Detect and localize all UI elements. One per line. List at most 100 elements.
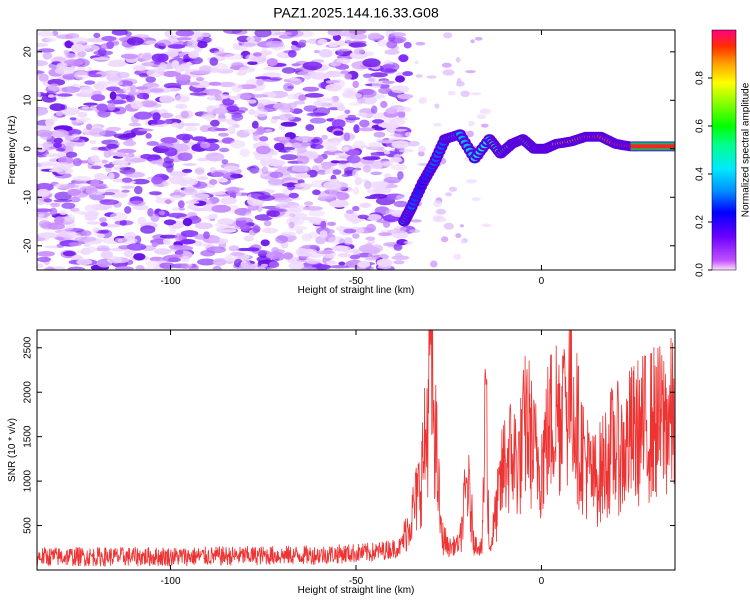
speckle-blob (136, 92, 150, 100)
speckle-blob (114, 266, 134, 270)
speckle-blob (396, 106, 412, 113)
speckle-blob (267, 158, 279, 165)
speckle-blob (197, 32, 212, 38)
speckle-blob (181, 168, 193, 173)
x-tick-label: -100 (161, 576, 181, 587)
y-tick-label: 0 (23, 146, 34, 152)
speckle-blob (321, 134, 328, 140)
speckle-blob (325, 83, 343, 92)
speckle-blob (158, 210, 166, 216)
speckle-blob (40, 162, 58, 166)
speckle-blob (93, 204, 113, 210)
speckle-blob (265, 40, 285, 48)
speckle-blob (280, 154, 299, 161)
speckle-blob (106, 41, 115, 49)
speckle-blob (305, 124, 315, 131)
speckle-blob (403, 241, 413, 244)
snr-x-axis-label: Height of straight line (km) (298, 585, 415, 596)
speckle-blob (317, 38, 328, 45)
speckle-blob (59, 210, 68, 216)
speckle-blob (391, 255, 410, 260)
speckle-blob (302, 248, 317, 253)
speckle-blob (402, 71, 414, 77)
speckle-blob (230, 140, 246, 149)
snr-series-line (37, 330, 675, 567)
speckle-blob (377, 140, 396, 144)
speckle-blob (243, 235, 254, 242)
speckle-blob (62, 250, 76, 257)
colorbar-tick-label: 0.6 (695, 119, 706, 133)
speckle-blob (37, 251, 55, 257)
speckle-blob (268, 261, 280, 268)
speckle-blob (357, 112, 368, 117)
speckle-blob (415, 41, 426, 46)
speckle-blob (310, 143, 317, 149)
speckle-blob (90, 179, 100, 187)
speckle-blob (358, 127, 376, 132)
speckle-blob (221, 95, 229, 100)
speckle-blob (186, 40, 198, 48)
speckle-blob (120, 53, 139, 59)
speckle-blob (325, 260, 337, 265)
speckle-blob (116, 154, 133, 158)
speckle-blob (377, 160, 396, 164)
snr-y-axis-label: SNR (10 * v/v) (7, 418, 18, 482)
speckle-blob (353, 48, 365, 55)
speckle-blob (86, 123, 93, 130)
speckle-blob (176, 133, 194, 141)
speckle-blob (151, 176, 163, 185)
speckle-blob (346, 155, 361, 164)
speckle-blob (73, 210, 89, 215)
speckle-blob (266, 58, 278, 67)
speckle-blob (37, 143, 44, 147)
speckle-blob (418, 145, 426, 153)
speckle-blob (385, 107, 398, 114)
x-tick-label: -50 (349, 276, 364, 287)
speckle-blob (254, 30, 272, 38)
speckle-blob (316, 169, 328, 175)
speckle-blob (213, 50, 226, 57)
speckle-blob (192, 70, 211, 74)
speckle-blob (180, 111, 189, 119)
speckle-blob (371, 105, 378, 114)
speckle-blob (329, 265, 349, 269)
speckle-blob (353, 124, 360, 134)
speckle-blob (468, 120, 475, 127)
speckle-blob (182, 218, 193, 227)
speckle-blob (164, 147, 178, 157)
speckle-blob (443, 222, 454, 230)
speckle-blob (112, 159, 127, 166)
speckle-blob (83, 102, 98, 106)
speckle-blob (55, 148, 66, 152)
speckle-blob (194, 222, 213, 230)
speckle-blob (407, 140, 420, 147)
snr-ticks: -100 -50 0 500 1000 1500 2000 2500 (23, 330, 675, 587)
speckle-blob (362, 51, 374, 57)
speckle-blob (37, 42, 49, 47)
speckle-blob (390, 32, 407, 37)
speckle-blob (184, 82, 200, 86)
speckle-blob (171, 194, 183, 200)
y-tick-label: 500 (23, 517, 34, 534)
speckle-blob (222, 97, 235, 106)
speckle-blob (83, 243, 91, 248)
speckle-blob (479, 108, 492, 115)
speckle-blob (313, 49, 320, 54)
speckle-blob (236, 92, 252, 100)
speckle-blob (164, 118, 173, 125)
speckle-blob (182, 58, 191, 63)
speckle-blob (106, 143, 119, 149)
speckle-blob (141, 62, 155, 67)
speckle-blob (111, 30, 128, 36)
speckle-blob (367, 252, 381, 260)
speckle-blob (224, 53, 244, 60)
speckle-blob (45, 37, 56, 42)
speckle-blob (470, 39, 475, 44)
speckle-blob (309, 117, 327, 124)
speckle-blob (322, 139, 341, 147)
speckle-blob (160, 137, 178, 144)
speckle-blob (228, 245, 240, 252)
speckle-blob (359, 202, 372, 208)
speckle-blob (328, 42, 339, 48)
speckle-blob (247, 99, 257, 104)
